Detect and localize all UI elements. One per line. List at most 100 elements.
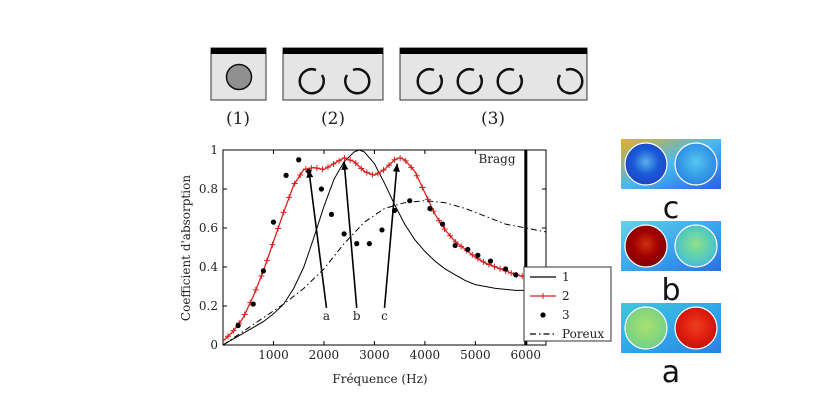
series-2-marker bbox=[480, 258, 487, 265]
series-2-marker bbox=[258, 272, 265, 279]
series-3-point bbox=[503, 266, 509, 272]
series-2-marker bbox=[508, 270, 515, 277]
series-2-marker bbox=[386, 162, 393, 169]
field-cylinder-left bbox=[624, 306, 668, 350]
series-2-marker bbox=[469, 251, 476, 258]
arrowhead-icon bbox=[341, 161, 349, 170]
series-2-marker bbox=[324, 164, 331, 171]
legend-symbol bbox=[540, 312, 546, 318]
annotation-label: b bbox=[353, 309, 361, 323]
series-3-point bbox=[366, 241, 372, 247]
series-3-point bbox=[452, 242, 458, 249]
field-map-b: b bbox=[621, 221, 721, 308]
x-tick-label: 4000 bbox=[410, 348, 441, 362]
series-2-marker bbox=[391, 156, 398, 163]
series-2-marker bbox=[358, 165, 365, 172]
series-3-point bbox=[475, 252, 481, 258]
split-ring-icon bbox=[298, 68, 325, 95]
field-maps: c b a bbox=[621, 139, 721, 390]
y-tick-label: 0.4 bbox=[199, 260, 218, 274]
series-2-marker bbox=[413, 172, 420, 179]
series-3-point bbox=[439, 221, 446, 227]
y-tick-label: 0.2 bbox=[199, 299, 218, 313]
series-2-marker bbox=[369, 171, 376, 178]
series-2-marker bbox=[458, 243, 465, 250]
series-2-marker bbox=[397, 154, 404, 161]
series-2-marker bbox=[313, 165, 320, 172]
arrowhead-icon bbox=[392, 163, 400, 172]
legend-label: 2 bbox=[562, 289, 570, 303]
series-2-marker bbox=[225, 333, 232, 340]
series-2-marker bbox=[436, 217, 443, 224]
x-tick-label: 3000 bbox=[359, 348, 390, 362]
y-tick-label: 0.8 bbox=[199, 182, 218, 196]
y-tick-label: 0 bbox=[210, 338, 218, 352]
series-2-marker bbox=[230, 327, 237, 334]
field-cylinder-right bbox=[674, 224, 718, 268]
series-2-marker bbox=[419, 184, 426, 191]
absorption-chart: 1000 2000 3000 4000 5000 6000 0 0.2 0.4 0.6 0.8 1 a… bbox=[179, 143, 612, 386]
field-cylinder-right bbox=[674, 142, 718, 186]
series-2-marker bbox=[275, 225, 282, 232]
sample-panel-3: (3) bbox=[399, 47, 588, 129]
series-2-marker bbox=[347, 157, 354, 164]
series-3-point bbox=[283, 172, 289, 178]
x-tick-label: 2000 bbox=[309, 348, 340, 362]
series-3-point bbox=[250, 301, 256, 307]
series-2-line bbox=[222, 157, 537, 342]
field-map-label: a bbox=[662, 355, 680, 390]
series-2-marker bbox=[341, 154, 348, 161]
series-2-marker bbox=[402, 157, 409, 164]
series-2-marker bbox=[380, 167, 387, 174]
x-tick-label: 5000 bbox=[460, 348, 491, 362]
series-3-point bbox=[354, 241, 360, 247]
field-cylinder-left bbox=[624, 224, 668, 268]
series-2-marker bbox=[374, 170, 381, 177]
series-3-point bbox=[513, 272, 519, 278]
sample-label: (1) bbox=[226, 109, 250, 129]
legend: 1 2 3 Poreux bbox=[523, 266, 612, 342]
field-map-label: b bbox=[661, 273, 680, 308]
series-2-marker bbox=[269, 241, 276, 248]
series-3-point bbox=[328, 211, 335, 217]
split-ring-icon bbox=[344, 68, 371, 95]
solid-cylinder-icon bbox=[225, 63, 253, 91]
annotation-label: c bbox=[381, 309, 388, 323]
arrowhead-icon bbox=[306, 169, 314, 178]
series-3-point bbox=[235, 322, 241, 329]
series-Poreux-line bbox=[222, 200, 547, 346]
series-2-marker bbox=[430, 208, 437, 215]
field-map-label: c bbox=[663, 191, 680, 226]
annotation-arrow-c bbox=[383, 163, 398, 309]
series-1-line bbox=[222, 149, 526, 346]
sample-panel-1: (1) bbox=[210, 47, 267, 129]
series-2-marker bbox=[408, 164, 415, 171]
series-2-marker bbox=[363, 169, 370, 176]
series-2-marker bbox=[491, 263, 498, 270]
series-3-point bbox=[487, 258, 494, 264]
series-3-point bbox=[270, 219, 277, 225]
series-2-marker bbox=[330, 160, 337, 167]
series-2-marker bbox=[447, 232, 454, 239]
legend-marker bbox=[540, 293, 546, 299]
series-3-point bbox=[407, 198, 413, 204]
x-axis-label: Fréquence (Hz) bbox=[332, 372, 427, 386]
field-cylinder-right bbox=[674, 306, 718, 350]
series-2-marker bbox=[297, 171, 304, 178]
series-3-point bbox=[341, 231, 347, 237]
y-tick-label: 0.6 bbox=[199, 221, 218, 235]
series-2-marker bbox=[319, 166, 326, 173]
series-2-marker bbox=[263, 257, 270, 264]
annotation-arrow-b bbox=[343, 161, 358, 309]
sample-label: (2) bbox=[321, 109, 345, 129]
split-ring-icon bbox=[416, 68, 443, 95]
legend-label: 1 bbox=[562, 270, 570, 284]
series-2-marker bbox=[252, 286, 259, 293]
series-2-marker bbox=[308, 165, 315, 172]
sample-label: (3) bbox=[481, 109, 505, 129]
field-cylinder-left bbox=[624, 142, 668, 186]
field-map-a: a bbox=[621, 303, 721, 390]
y-tick-label: 1 bbox=[210, 143, 218, 157]
series-2-marker bbox=[241, 311, 248, 318]
